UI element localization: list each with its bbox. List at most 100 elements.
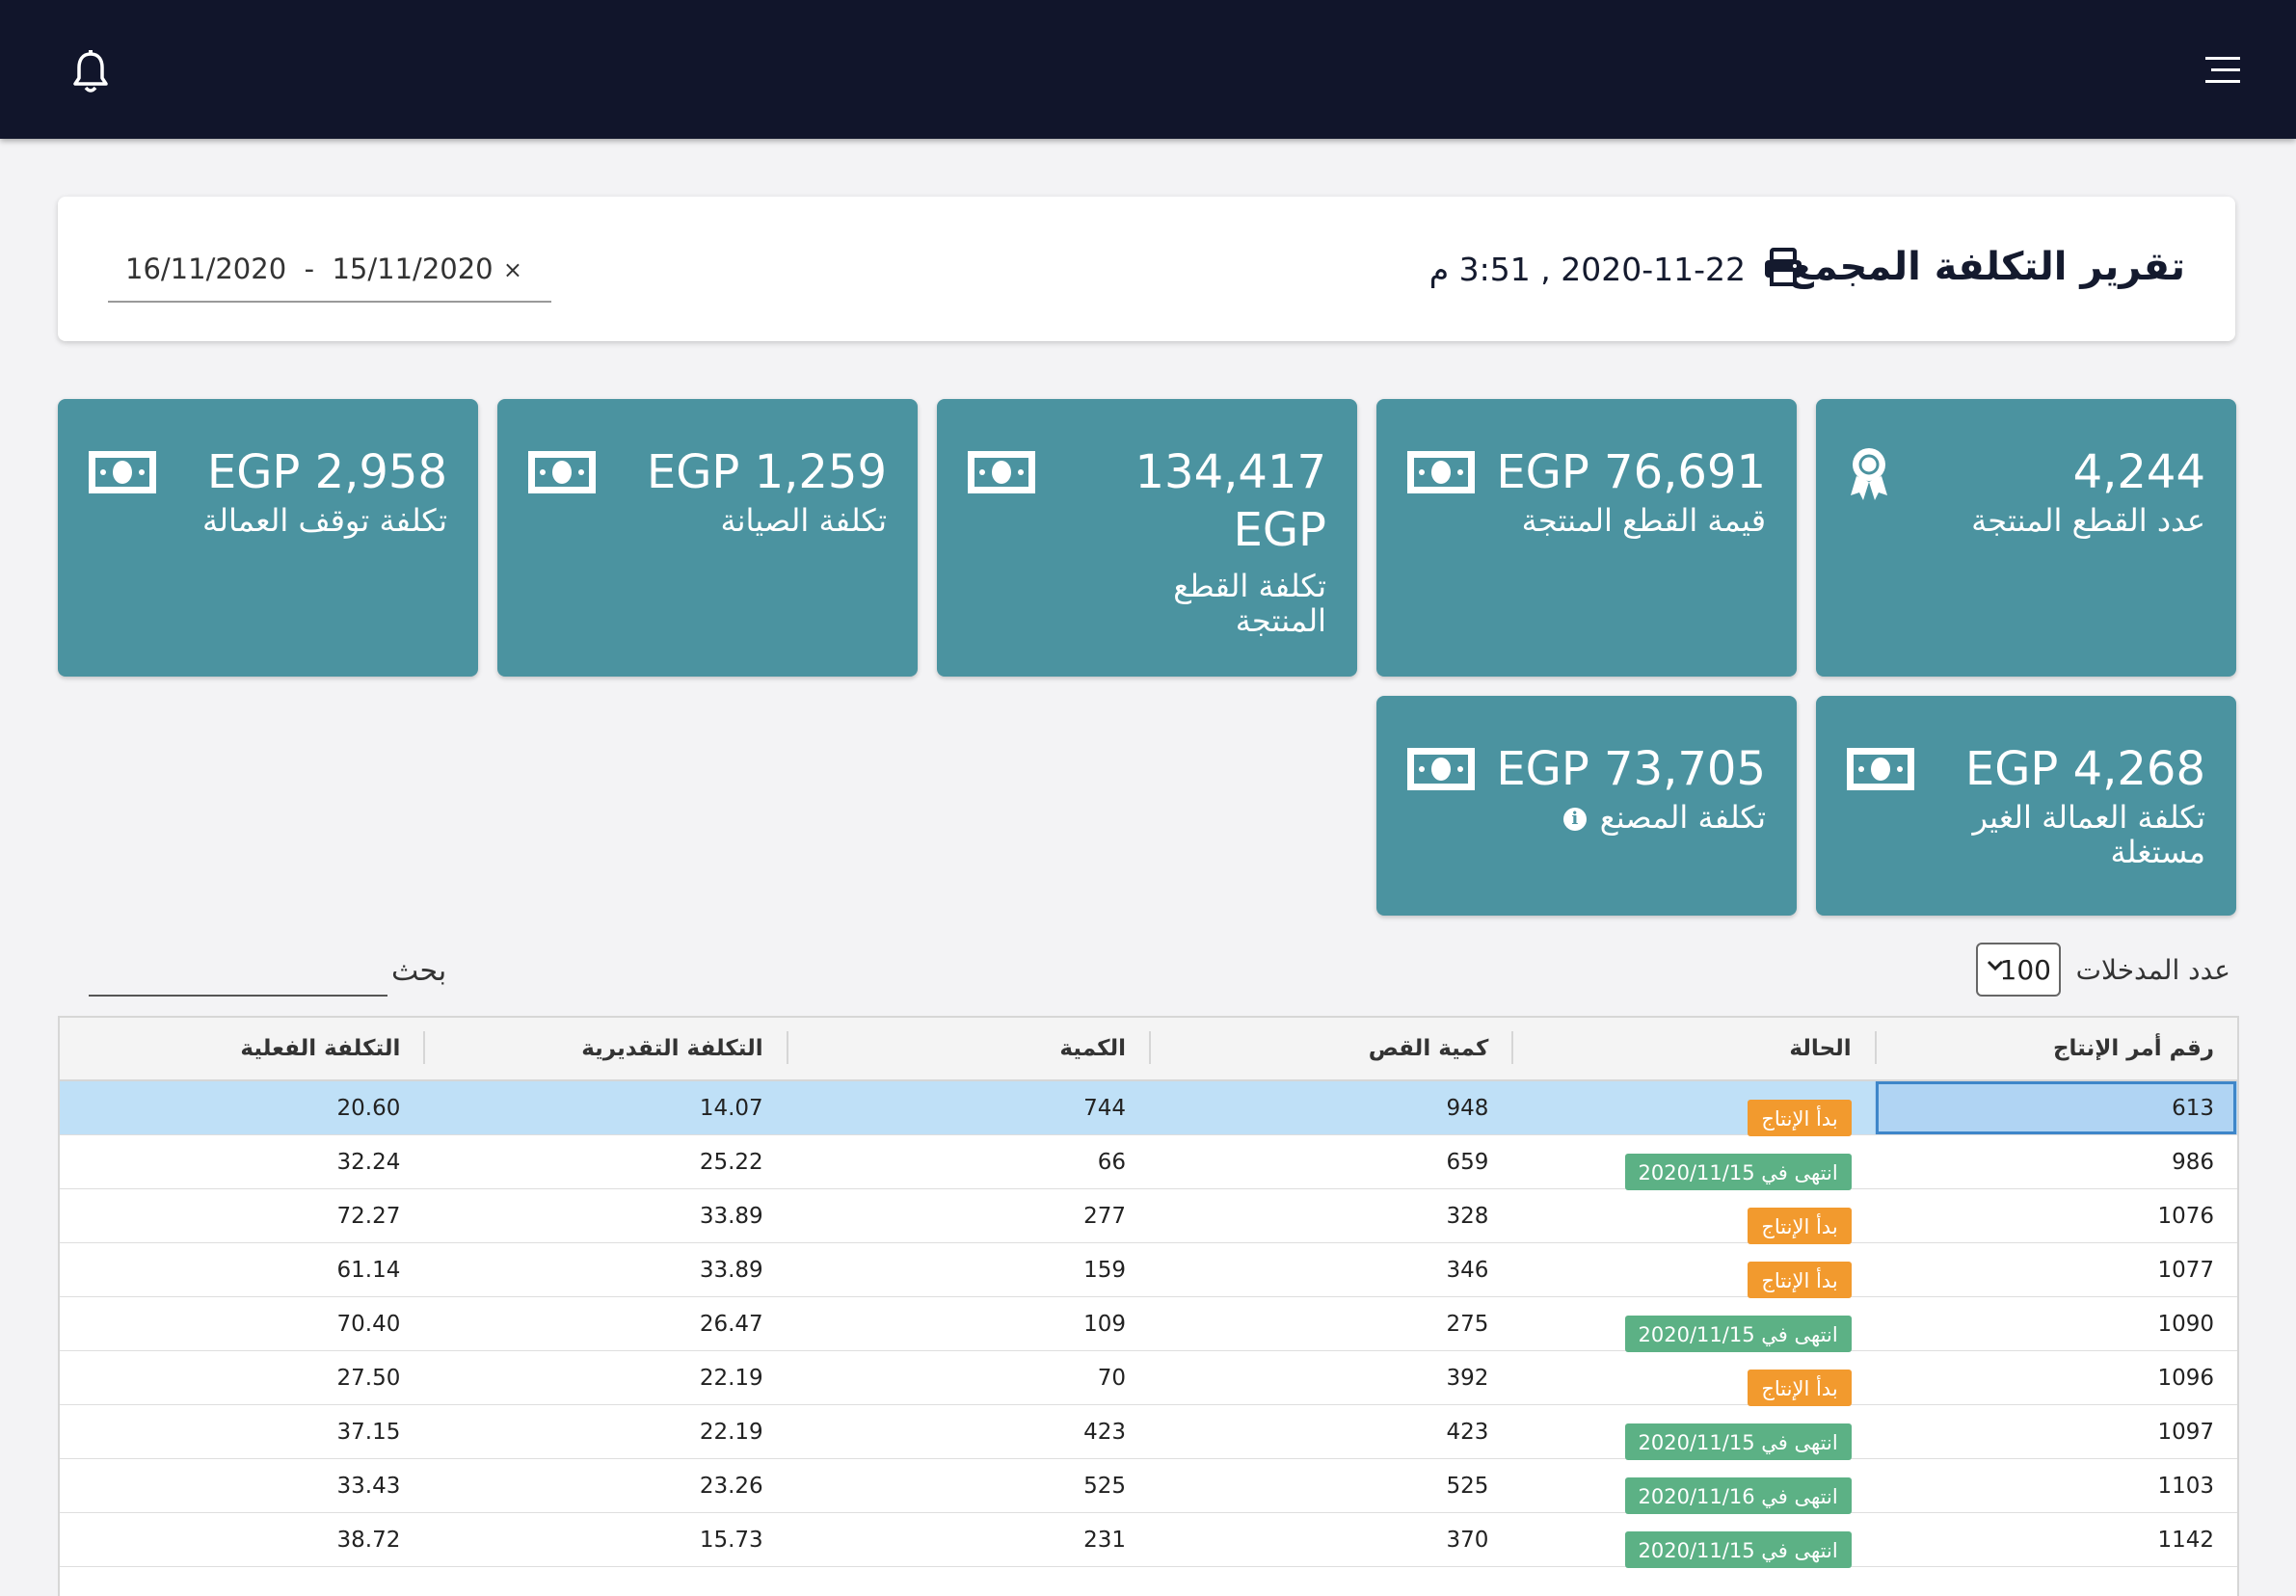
card-produced-pieces-cost: 134,417 EGP تكلفة القطع المنتجة [937,399,1357,677]
top-navbar [0,0,2296,139]
report-datetime: 2020-11-22 , 3:51 م [1429,251,1746,288]
cell-status: انتهى في 2020/11/15 [1511,1297,1874,1351]
status-badge: انتهى في 2020/11/15 [1625,1154,1852,1190]
table-header-row: رقم أمر الإنتاج الحالة كمية القص الكمية … [60,1018,2237,1080]
cell-cut-quantity: 423 [1149,1405,1511,1459]
cell-estimated-cost: 26.47 [423,1297,786,1351]
status-badge: انتهى في 2020/11/15 [1625,1423,1852,1460]
cell-cut-quantity: 370 [1149,1513,1511,1567]
cell-quantity [787,1567,1149,1596]
entries-count-value: 100 [2000,954,2051,986]
card-value: 4,244 [2073,443,2205,501]
cell-estimated-cost: 23.26 [423,1459,786,1513]
cell-quantity: 423 [787,1405,1149,1459]
table-row[interactable] [60,1567,2237,1596]
status-badge: انتهى في 2020/11/15 [1625,1531,1852,1568]
cell-order-number: 1090 [1875,1297,2237,1351]
award-icon [1847,445,1891,501]
money-icon [1407,451,1475,493]
chevron-down-icon [1986,956,2005,975]
column-header-actual-cost[interactable]: التكلفة الفعلية [60,1018,423,1080]
cell-actual-cost: 72.27 [60,1189,423,1243]
info-icon[interactable]: i [1563,808,1587,831]
cell-status: انتهى في 2020/11/15 [1511,1513,1874,1567]
card-value: 134,417 EGP [1135,443,1327,559]
card-label: تكلفة العمالة الغير مستغلة [1916,800,2205,869]
card-value: EGP 2,958 [207,443,447,501]
print-icon[interactable] [1763,247,1803,287]
search-label: بحث [391,954,446,988]
cell-quantity: 70 [787,1351,1149,1405]
cell-quantity: 231 [787,1513,1149,1567]
cell-actual-cost: 20.60 [60,1080,423,1135]
card-label: تكلفة المصنع i [1419,800,1766,835]
report-header-card: تقرير التكلفة المجمع 2020-11-22 , 3:51 م… [58,197,2235,341]
card-label: قيمة القطع المنتجة [1419,503,1766,538]
card-produced-pieces-value: EGP 76,691 قيمة القطع المنتجة [1376,399,1797,677]
cell-order-number: 1097 [1875,1405,2237,1459]
card-label: تكلفة الصيانة [540,503,887,538]
cell-status: انتهى في 2020/11/15 [1511,1135,1874,1189]
cell-order-number: 1096 [1875,1351,2237,1405]
cell-cut-quantity: 948 [1149,1080,1511,1135]
bell-icon[interactable] [71,50,110,94]
money-icon [1847,748,1914,790]
cell-status: بدأ الإنتاج [1511,1080,1874,1135]
cell-status: انتهى في 2020/11/16 [1511,1459,1874,1513]
cell-estimated-cost: 22.19 [423,1405,786,1459]
clear-date-icon[interactable]: × [503,256,522,283]
cell-cut-quantity: 525 [1149,1459,1511,1513]
cell-estimated-cost [423,1567,786,1596]
card-idle-labor-cost: EGP 4,268 تكلفة العمالة الغير مستغلة [1816,696,2236,916]
column-header-estimated-cost[interactable]: التكلفة التقديرية [423,1018,786,1080]
cell-cut-quantity [1149,1567,1511,1596]
status-badge: بدأ الإنتاج [1748,1208,1851,1244]
money-icon [968,451,1035,493]
card-produced-pieces-count: 4,244 عدد القطع المنتجة [1816,399,2236,677]
cell-status: انتهى في 2020/11/15 [1511,1405,1874,1459]
entries-count-label: عدد المدخلات [2076,954,2230,986]
column-header-status[interactable]: الحالة [1511,1018,1874,1080]
cell-quantity: 744 [787,1080,1149,1135]
card-value: EGP 73,705 [1496,740,1766,798]
cell-quantity: 109 [787,1297,1149,1351]
date-range-picker[interactable]: 16/11/2020 - 15/11/2020 × [108,247,551,303]
card-value: EGP 1,259 [647,443,887,501]
entries-count-select[interactable]: 100 [1976,943,2061,997]
hamburger-menu-icon[interactable] [2205,56,2240,85]
cell-order-number: 1142 [1875,1513,2237,1567]
status-badge: بدأ الإنتاج [1748,1100,1851,1136]
cell-status: بدأ الإنتاج [1511,1243,1874,1297]
card-factory-cost: EGP 73,705 تكلفة المصنع i [1376,696,1797,916]
cell-actual-cost: 61.14 [60,1243,423,1297]
cell-order-number: 613 [1875,1080,2237,1135]
status-badge: بدأ الإنتاج [1748,1262,1851,1298]
column-header-order-number[interactable]: رقم أمر الإنتاج [1875,1018,2237,1080]
money-icon [528,451,596,493]
card-label-text: تكلفة المصنع [1600,799,1766,836]
cell-estimated-cost: 33.89 [423,1243,786,1297]
cell-actual-cost [60,1567,423,1596]
cell-actual-cost: 70.40 [60,1297,423,1351]
cell-actual-cost: 38.72 [60,1513,423,1567]
cell-actual-cost: 37.15 [60,1405,423,1459]
column-header-cut-quantity[interactable]: كمية القص [1149,1018,1511,1080]
cell-order-number: 1077 [1875,1243,2237,1297]
cell-estimated-cost: 22.19 [423,1351,786,1405]
cell-estimated-cost: 15.73 [423,1513,786,1567]
column-header-quantity[interactable]: الكمية [787,1018,1149,1080]
cell-order-number: 986 [1875,1135,2237,1189]
production-orders-table: رقم أمر الإنتاج الحالة كمية القص الكمية … [58,1016,2239,1596]
card-value: EGP 76,691 [1496,443,1766,501]
cell-quantity: 525 [787,1459,1149,1513]
search-input[interactable] [89,950,387,997]
